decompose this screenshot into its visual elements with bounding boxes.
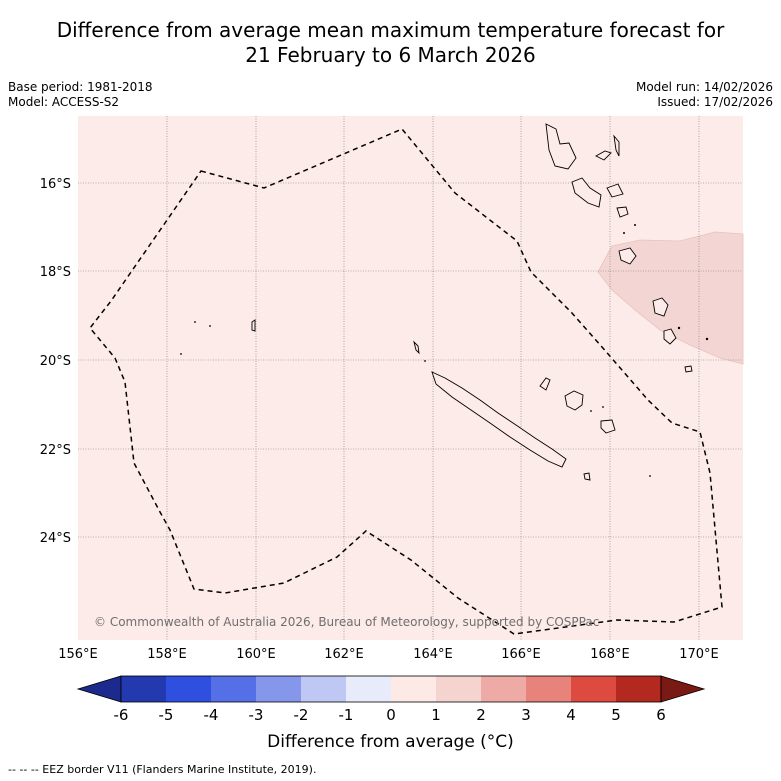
lat-label: 20°S [40, 354, 71, 369]
lon-labels: 156°E 158°E 160°E 162°E 164°E 166°E 168°… [58, 647, 719, 662]
copyright-text: © Commonwealth of Australia 2026, Bureau… [94, 615, 599, 629]
lon-label: 164°E [413, 647, 453, 662]
erromango-island [652, 297, 669, 317]
islet [209, 325, 211, 327]
efate-island [618, 247, 637, 265]
warm-anomaly-patch [597, 231, 744, 365]
colorbar-segment [166, 676, 211, 702]
lon-label: 170°E [679, 647, 719, 662]
model-name: Model: ACCESS-S2 [8, 95, 120, 109]
colorbar-tick-label: 4 [566, 706, 576, 724]
issued-date: Issued: 17/02/2026 [657, 95, 773, 109]
title-line-1: Difference from average mean maximum tem… [56, 18, 725, 42]
colorbar-segment [526, 676, 571, 702]
colorbar-tick-label: 0 [386, 706, 396, 724]
lon-label: 168°E [590, 647, 630, 662]
lon-label: 162°E [324, 647, 364, 662]
gridlines [78, 116, 743, 640]
colorbar-tick-label: -4 [204, 706, 219, 724]
ambae-island [595, 150, 612, 161]
pentecost-island [606, 183, 624, 198]
coastlines [251, 123, 693, 481]
islet [705, 337, 709, 341]
espiritu-santo-island [545, 123, 577, 170]
colorbar-title: Difference from average (°C) [267, 732, 514, 752]
meta-right: Model run: 14/02/2026 Issued: 17/02/2026 [636, 80, 773, 110]
colorbar-segment [436, 676, 481, 702]
chesterfield-islands [251, 319, 256, 332]
lat-label: 18°S [40, 265, 71, 280]
lat-label: 24°S [40, 531, 71, 546]
chart-title: Difference from average mean maximum tem… [0, 18, 781, 68]
islet [623, 232, 625, 234]
colorbar-ticks: -6 -5 -4 -3 -2 -1 0 1 2 3 4 5 6 [114, 706, 666, 724]
islet [180, 353, 182, 355]
loyalty-islands-mare [600, 419, 616, 434]
colorbar-segment [481, 676, 526, 702]
meta-left: Base period: 1981-2018 Model: ACCESS-S2 [8, 80, 153, 110]
colorbar-segment [301, 676, 346, 702]
colorbar-outline [120, 675, 662, 703]
eez-legend: -- -- -- EEZ border V11 (Flanders Marine… [8, 763, 317, 776]
islet [649, 475, 651, 477]
colorbar-tick-label: 5 [611, 706, 621, 724]
new-caledonia-island [431, 371, 567, 468]
islet [677, 326, 681, 330]
lon-label: 166°E [501, 647, 541, 662]
colorbar-tick-label: 3 [521, 706, 531, 724]
aneityum-island [684, 365, 693, 373]
colorbar-tick-label: -3 [249, 706, 264, 724]
malekula-island [571, 177, 602, 208]
title-line-2: 21 February to 6 March 2026 [245, 43, 536, 67]
epi-island [616, 206, 629, 218]
colorbar-segment [121, 676, 166, 702]
map-background [78, 116, 743, 640]
belep-islands [413, 340, 420, 355]
islet [590, 410, 592, 412]
small-islets [180, 224, 709, 477]
colorbar-segment [391, 676, 436, 702]
colorbar-tick-label: -2 [294, 706, 309, 724]
lon-label: 156°E [58, 647, 98, 662]
colorbar-segment [211, 676, 256, 702]
colorbar-arrow-low [76, 675, 122, 703]
lon-label: 158°E [147, 647, 187, 662]
islet [602, 406, 604, 408]
colorbar-tick-label: 6 [656, 706, 666, 724]
lon-label: 160°E [236, 647, 276, 662]
colorbar-tick-label: 2 [476, 706, 486, 724]
colorbar [76, 675, 706, 703]
islet [194, 321, 196, 323]
lat-labels: 16°S 18°S 20°S 22°S 24°S [40, 177, 71, 546]
colorbar-tick-label: -6 [114, 706, 129, 724]
lat-label: 16°S [40, 177, 71, 192]
colorbar-segment [346, 676, 391, 702]
colorbar-segment [571, 676, 616, 702]
tanna-island [663, 328, 677, 345]
colorbar-tick-label: -5 [159, 706, 174, 724]
colorbar-tick-label: 1 [431, 706, 441, 724]
colorbar-segment [616, 676, 661, 702]
eez-border [89, 128, 723, 635]
model-run: Model run: 14/02/2026 [635, 80, 773, 94]
islet [424, 360, 426, 362]
lat-label: 22°S [40, 443, 71, 458]
loyalty-islands-lifou [564, 390, 584, 411]
colorbar-arrow-high [660, 675, 706, 703]
maewo-island [613, 134, 620, 157]
colorbar-segment [256, 676, 301, 702]
loyalty-islands-ouvea [539, 377, 551, 391]
islet [634, 224, 636, 226]
base-period: Base period: 1981-2018 [8, 80, 153, 94]
isle-of-pines [583, 472, 591, 481]
colorbar-tick-label: -1 [339, 706, 354, 724]
